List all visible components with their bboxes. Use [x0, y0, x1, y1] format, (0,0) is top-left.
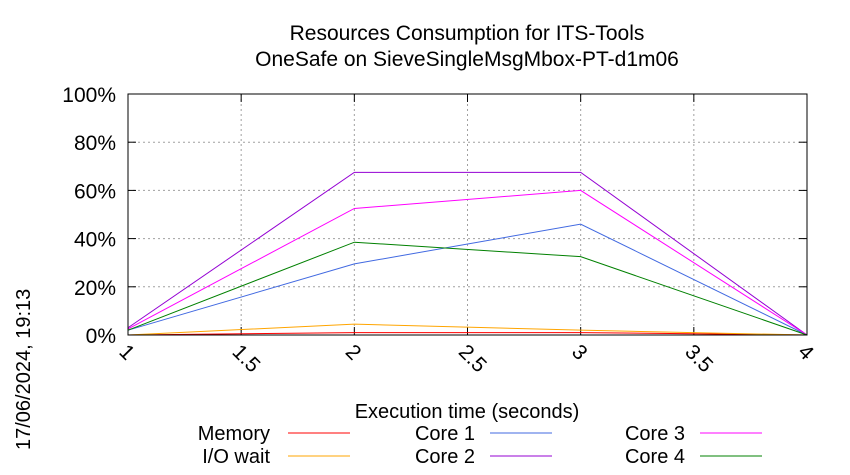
legend-label-core-2: Core 2 [415, 446, 475, 468]
x-tick-label: 3.5 [680, 340, 717, 377]
series-line-core-3 [127, 189, 808, 336]
legend-label-memory: Memory [198, 423, 270, 445]
series-line-core-2 [127, 171, 808, 336]
series-line-memory [127, 332, 808, 336]
legend-label-core-4: Core 4 [625, 446, 685, 468]
y-tick-label: 60% [74, 180, 116, 203]
x-axis-label: Execution time (seconds) [355, 401, 580, 423]
x-tick-label: 1.5 [228, 340, 265, 377]
y-tick-label: 100% [62, 84, 116, 107]
timestamp-label: 17/06/2024, 19:13 [13, 289, 35, 450]
chart-title-line-2: OneSafe on SieveSingleMsgMbox-PT-d1m06 [255, 48, 679, 71]
grid [128, 94, 807, 335]
y-tick-label: 0% [86, 325, 116, 348]
legend-label-core-3: Core 3 [625, 423, 685, 445]
x-tick-label: 1 [114, 340, 139, 365]
chart-title-line-1: Resources Consumption for ITS-Tools [290, 22, 645, 45]
series-line-core-1 [127, 223, 808, 336]
x-tick-label: 3 [567, 340, 592, 365]
x-tick-label: 2 [341, 340, 366, 365]
legend-label-core-1: Core 1 [415, 423, 475, 445]
series-line-i-o-wait [127, 323, 808, 336]
plot-frame [127, 93, 808, 336]
y-tick-label: 40% [74, 229, 116, 252]
y-tick-label: 20% [74, 277, 116, 300]
legend-label-i-o-wait: I/O wait [202, 446, 270, 468]
series-line-core-4 [127, 241, 808, 336]
y-tick-label: 80% [74, 132, 116, 155]
series-lines [127, 171, 808, 336]
x-tick-label: 2.5 [454, 340, 491, 377]
x-tick-label: 4 [793, 340, 818, 365]
